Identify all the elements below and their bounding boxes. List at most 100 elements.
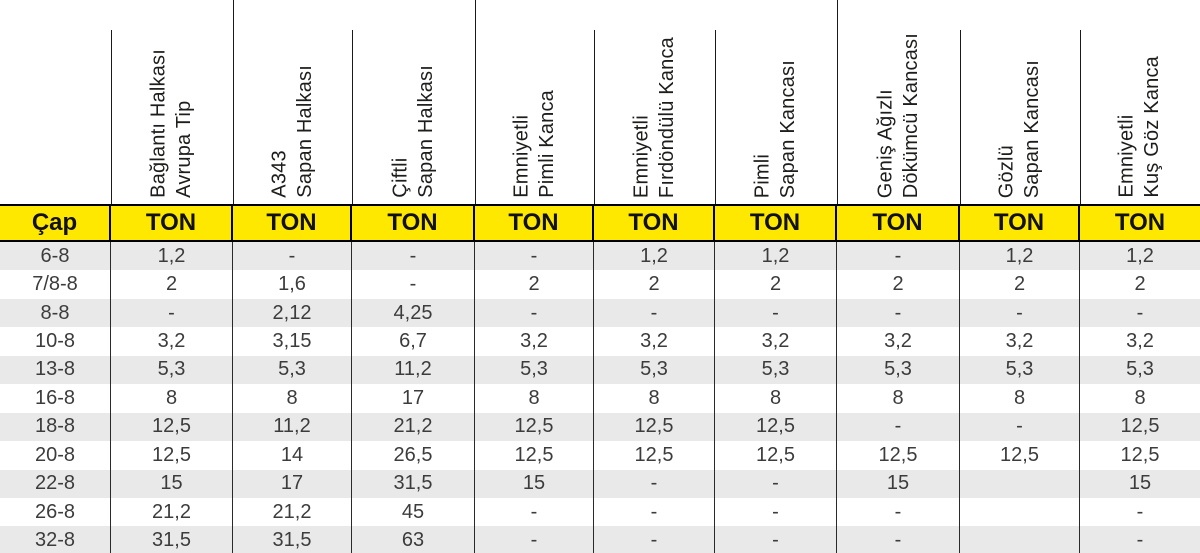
column-header-gozlu-sapan-kancasi: Gözlü Sapan Kancası [960, 0, 1081, 204]
column-separator-line [110, 30, 112, 204]
ton-cell: 1,2 [715, 242, 837, 271]
table-row: 22-8 15 17 31,5 15- -15 15 [0, 469, 1200, 498]
column-header-label: Gözlü Sapan Kancası [995, 59, 1044, 198]
ton-cell: 12,5 [111, 441, 233, 470]
ton-cell: 5,3 [475, 355, 594, 385]
ton-cell: 12,5 [1120, 415, 1160, 438]
ton-cell: 1,2 [594, 242, 715, 271]
cap-cell: 16-8 [0, 384, 111, 413]
ton-cell: 21,2 [352, 412, 475, 442]
column-header-label: Çiftli Sapan Halkası [389, 65, 437, 198]
ton-cell [960, 497, 1080, 527]
column-header-a343-sapan-halkasi: A343 Sapan Halkası [233, 0, 353, 204]
ton-cell: - [837, 242, 960, 271]
column-header-baglanti-halkasi: Bağlantı Halkası Avrupa Tip [111, 0, 234, 204]
ton-cell: 11,2 [233, 412, 352, 442]
cap-cell: 26-8 [0, 497, 111, 527]
ton-cell: 45 [352, 497, 475, 527]
ton-cell: 3,2 [594, 327, 715, 356]
column-separator-line [959, 30, 961, 204]
ton-cell: - [475, 497, 594, 527]
cap-cell: 20-8 [0, 441, 111, 470]
ton-cell: - [715, 298, 837, 328]
cap-cell: 13-8 [0, 355, 111, 385]
ton-cell: - [960, 298, 1080, 328]
ton-cell: 31,5 [352, 469, 475, 498]
column-separator-line [1079, 30, 1081, 204]
ton-cell: 21,2 [233, 497, 352, 527]
ton-cell: 8 [960, 384, 1080, 413]
ton-cell: 11,2 [352, 355, 475, 385]
ton-cell: 12,5 [594, 441, 715, 470]
ton-cell: 5,3 [111, 355, 233, 385]
rotated-header-row: Bağlantı Halkası Avrupa Tip A343 Sapan H… [0, 0, 1200, 204]
cap-header-cell: Çap [0, 206, 111, 240]
ton-cell: 15 [111, 469, 233, 498]
ton-header-cell: TON [111, 206, 233, 240]
ton-cell: 4,25 [352, 298, 475, 328]
cap-cell: 18-8 [0, 412, 111, 442]
table-row: 16-8 8 8 17 8 8 8 8 8 8 [0, 384, 1200, 413]
ton-cell: 12,5 [837, 441, 960, 470]
ton-cell: 2 [1134, 273, 1146, 296]
ton-cell: 8 [1134, 386, 1146, 409]
ton-header-cell: TON [352, 206, 475, 240]
ton-cell: 3,2 [715, 327, 837, 356]
cap-cell: 8-8 [0, 298, 111, 328]
column-header-ciftli-sapan-halkasi: Çiftli Sapan Halkası [352, 0, 476, 204]
ton-cell: 26,5 [352, 441, 475, 470]
ton-cell: 14 [233, 441, 352, 470]
ton-cell: 12,5 [1120, 443, 1160, 466]
ton-cell: - [837, 412, 960, 442]
ton-cell: 8 [594, 384, 715, 413]
ton-cell: 15 [475, 469, 594, 498]
ton-cell: - [594, 526, 715, 553]
column-header-label: A343 Sapan Halkası [268, 65, 316, 198]
ton-cell: 1,2 [960, 242, 1080, 271]
ton-cell: - [837, 526, 960, 553]
ton-header-cell: TON [475, 206, 594, 240]
ton-cell: 6,7 [352, 327, 475, 356]
ton-header-cell: TON [1114, 209, 1166, 236]
column-header-emniyetli-pimli-kanca: Emniyetli Pimli Kanca [475, 0, 595, 204]
ton-cell: 8 [111, 384, 233, 413]
table-body: 6-8 1,2- - -1,2 1,2-1,2 1,2 7/8-8 2 1,6-2 2 2 2 2 2 8-… [0, 242, 1200, 553]
ton-cell: - [1136, 500, 1144, 523]
ton-cell: - [111, 298, 233, 328]
ton-cell: 8 [715, 384, 837, 413]
ton-cell: 31,5 [233, 526, 352, 553]
column-header-emniyetli-kus-goz-kanca: Emniyetli Kuş Göz Kanca [1080, 0, 1200, 204]
ton-cell: 3,2 [475, 327, 594, 356]
column-separator-line [714, 30, 716, 204]
ton-cell: 5,3 [715, 355, 837, 385]
ton-cell: 3,2 [837, 327, 960, 356]
ton-cell: 5,3 [233, 355, 352, 385]
ton-cell: 17 [233, 469, 352, 498]
cap-cell: 6-8 [0, 242, 111, 271]
column-separator-line [836, 0, 838, 204]
ton-header-cell: TON [233, 206, 352, 240]
ton-cell: - [837, 298, 960, 328]
ton-header-cell: TON [594, 206, 715, 240]
ton-cell: - [715, 526, 837, 553]
ton-cell: 17 [352, 384, 475, 413]
cap-cell: 7/8-8 [0, 270, 111, 299]
ton-cell: 21,2 [111, 497, 233, 527]
column-header-genis-agizli-dokumcu-kancasi: Geniş Ağızlı Dökümcü Kancası [837, 0, 961, 204]
ton-cell: - [715, 469, 837, 498]
ton-cell: 5,3 [837, 355, 960, 385]
ton-cell: 2 [475, 270, 594, 299]
ton-header-cell: TON [715, 206, 837, 240]
ton-cell [960, 526, 1080, 553]
table-row: 26-8 21,2 21,2 45- - - - - [0, 497, 1200, 527]
ton-cell: 3,2 [960, 327, 1080, 356]
ton-cell: - [594, 497, 715, 527]
ton-cell: 3,15 [233, 327, 352, 356]
column-header-emniyetli-firdondulu-kanca: Emniyetli Fırdöndülü Kanca [594, 0, 716, 204]
ton-cell: - [352, 270, 475, 299]
ton-cell: 15 [1128, 472, 1152, 495]
column-header-label: Geniş Ağızlı Dökümcü Kancası [874, 32, 922, 198]
ton-cell: 12,5 [960, 441, 1080, 470]
ton-cell: 3,2 [1126, 330, 1154, 353]
